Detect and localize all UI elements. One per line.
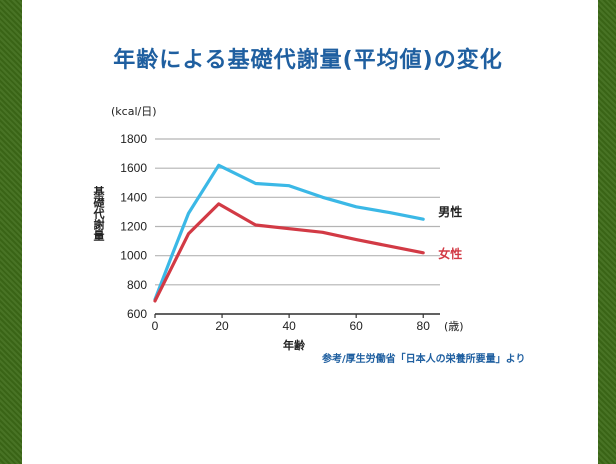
x-unit-label: (歳) [444,320,464,333]
series-label-0: 男性 [438,204,462,219]
x-tick-label-80: 80 [417,319,431,333]
source-note: 参考/厚生労働省「日本人の栄養所要量」より [322,354,526,365]
x-axis-label: 年齢 [283,339,305,352]
y-tick-label-1600: 1600 [120,161,147,175]
y-axis-label: 基礎代謝量 [92,186,105,241]
x-tick-label-40: 40 [282,319,296,333]
y-tick-label-1200: 1200 [120,220,147,234]
series-label-1: 女性 [438,246,462,261]
y-tick-label-600: 600 [127,307,147,321]
series-line-1 [153,202,425,303]
series-line-0 [153,163,425,301]
y-tick-label-800: 800 [127,278,147,292]
y-tick-label-1800: 1800 [120,132,147,146]
x-tick-label-60: 60 [349,319,363,333]
x-tick-label-0: 0 [152,319,159,333]
chart-title: 年齢による基礎代謝量(平均値)の変化 [113,48,503,73]
y-unit-label: (kcal/日) [111,105,157,118]
y-tick-label-1400: 1400 [120,190,147,204]
x-tick-label-20: 20 [215,319,229,333]
y-tick-label-1000: 1000 [120,249,147,263]
